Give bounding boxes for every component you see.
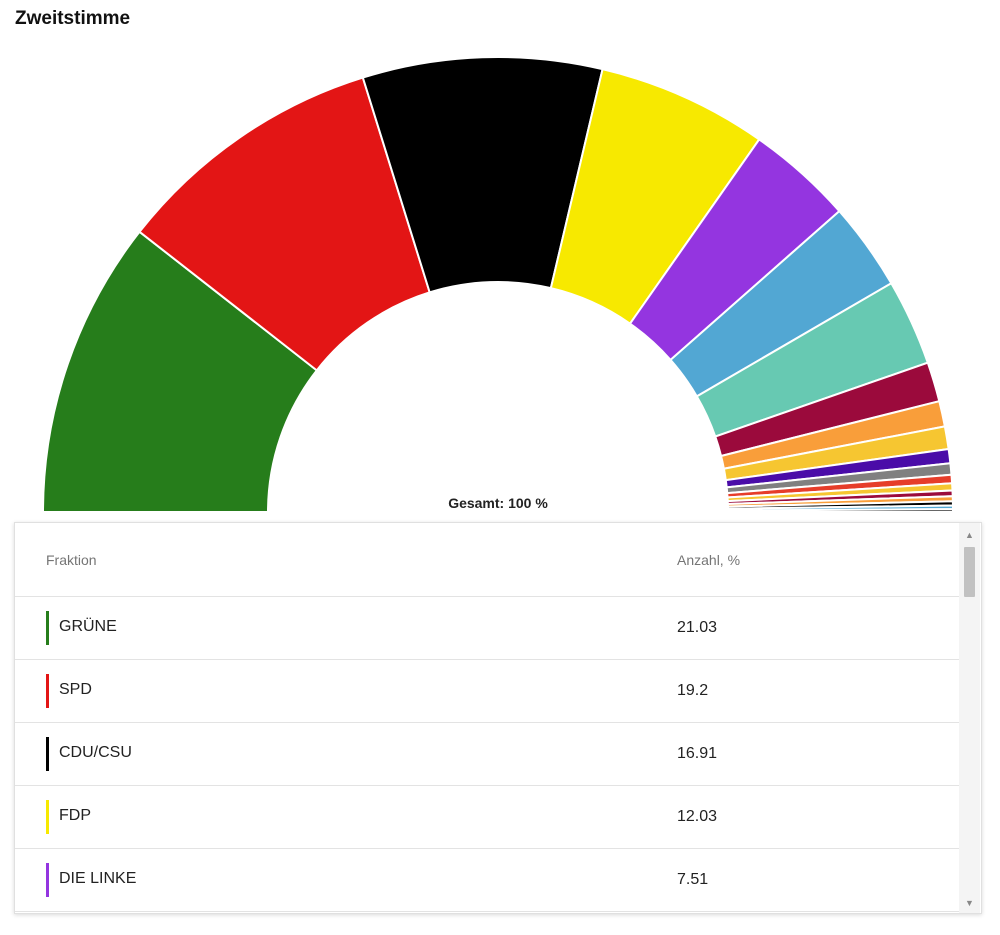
total-label: Gesamt: 100 %: [448, 495, 548, 511]
scroll-down-arrow-icon[interactable]: ▼: [965, 898, 974, 908]
party-name: DIE LINKE: [59, 870, 137, 887]
header-anzahl[interactable]: Anzahl, %: [677, 552, 741, 568]
chart-title: Zweitstimme: [15, 8, 131, 29]
party-color-bar: [46, 674, 49, 708]
party-name: FDP: [59, 807, 91, 824]
scroll-up-arrow-icon[interactable]: ▲: [965, 530, 974, 540]
table-row[interactable]: GRÜNE 21.03: [15, 597, 959, 660]
table-row[interactable]: FDP 12.03: [15, 786, 959, 849]
vertical-scrollbar[interactable]: ▲ ▼: [959, 523, 980, 913]
party-color-bar: [46, 863, 49, 897]
party-name: GRÜNE: [59, 618, 117, 635]
party-percentage: 21.03: [677, 619, 718, 636]
table-row[interactable]: DIE LINKE 7.51: [15, 849, 959, 912]
table-row[interactable]: SPD 19.2: [15, 660, 959, 723]
party-percentage: 7.51: [677, 871, 709, 888]
party-percentage: 19.2: [677, 682, 709, 699]
header-fraktion[interactable]: Fraktion: [46, 552, 97, 568]
scrollbar-thumb[interactable]: [964, 547, 975, 597]
party-name: CDU/CSU: [59, 744, 132, 761]
party-percentage: 16.91: [677, 745, 718, 762]
party-color-bar: [46, 800, 49, 834]
party-color-bar: [46, 611, 49, 645]
results-table-panel: Fraktion Anzahl, % GRÜNE 21.03 SPD 19.2 …: [14, 522, 982, 914]
party-percentage: 12.03: [677, 808, 718, 825]
results-table: Fraktion Anzahl, % GRÜNE 21.03 SPD 19.2 …: [15, 523, 959, 913]
table-header: Fraktion Anzahl, %: [15, 523, 959, 597]
table-row[interactable]: CDU/CSU 16.91: [15, 723, 959, 786]
seat-distribution-chart: [41, 56, 955, 513]
party-name: SPD: [59, 681, 92, 698]
chart-slice[interactable]: [726, 508, 955, 513]
party-color-bar: [46, 737, 49, 771]
